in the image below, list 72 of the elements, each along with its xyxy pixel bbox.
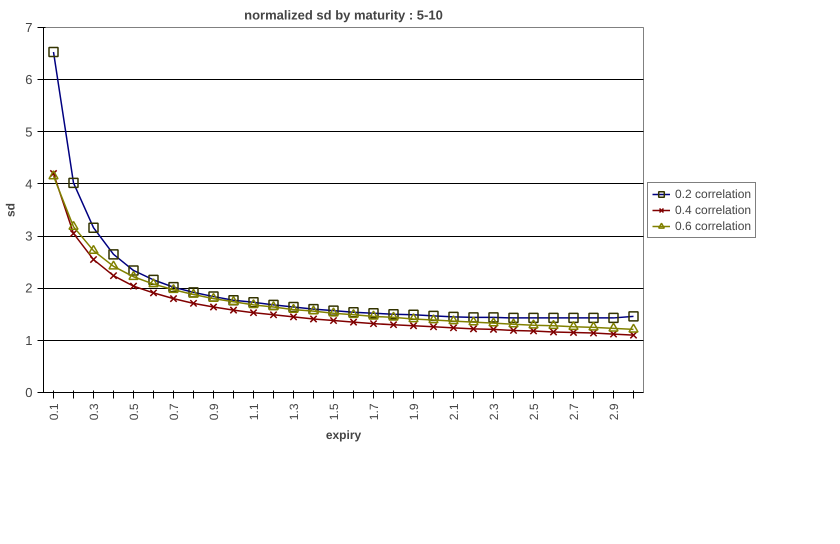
y-tick-label: 0 (25, 385, 33, 400)
point (330, 316, 338, 324)
point (470, 324, 478, 333)
point (210, 303, 218, 311)
point (450, 324, 458, 332)
point (290, 312, 298, 321)
point (610, 330, 618, 338)
point (110, 272, 118, 280)
x-tick-label: 2.9 (607, 403, 621, 420)
point (448, 315, 459, 324)
x-tick-label: 0.7 (167, 403, 181, 420)
point (68, 220, 79, 230)
x-tick-label: 2.7 (567, 403, 581, 420)
point (588, 321, 599, 331)
x-tick-label: 0.5 (127, 403, 141, 420)
point (350, 318, 358, 326)
y-tick-label: 5 (25, 124, 33, 140)
point (510, 326, 518, 334)
point (468, 316, 479, 326)
point (528, 319, 539, 329)
x-tick-label: 0.9 (207, 403, 221, 420)
chart-title: normalized sd by maturity : 5-10 (244, 8, 443, 22)
point (250, 308, 258, 317)
point (628, 323, 639, 333)
point (548, 320, 559, 330)
x-tick-label: 2.5 (527, 403, 541, 420)
legend-label: 0.4 correlation (675, 202, 752, 216)
y-axis-title: sd (3, 202, 18, 217)
point (370, 320, 378, 328)
point (88, 244, 99, 254)
point (568, 320, 579, 330)
y-tick-label: 6 (25, 72, 33, 88)
point (148, 278, 159, 288)
point (128, 270, 139, 280)
legend-label: 0.2 correlation (675, 186, 752, 200)
point (90, 256, 98, 264)
legend-label: 0.6 correlation (675, 218, 752, 232)
x-tick-label: 0.3 (87, 403, 101, 420)
point (608, 322, 619, 332)
point (170, 294, 178, 303)
x-tick-label: 1.1 (247, 403, 261, 420)
y-tick-label: 2 (25, 280, 33, 296)
point (508, 318, 519, 328)
x-tick-label: 0.1 (47, 403, 61, 420)
point (408, 313, 419, 322)
y-tick-label: 3 (25, 228, 33, 244)
point (270, 310, 278, 319)
point (70, 230, 78, 238)
point (130, 282, 138, 290)
point (428, 314, 439, 324)
x-tick-label: 1.5 (327, 403, 341, 420)
y-tick-label: 4 (25, 176, 33, 192)
x-tick-label: 1.3 (287, 403, 301, 420)
x-axis-title: expiry (326, 428, 362, 442)
y-tick-label: 7 (25, 20, 33, 35)
point (390, 320, 398, 329)
x-tick-label: 1.7 (367, 403, 381, 420)
point (108, 260, 119, 270)
point (310, 315, 318, 323)
point (190, 299, 198, 308)
point (550, 328, 558, 336)
y-tick-label: 1 (25, 332, 33, 348)
point (630, 331, 638, 340)
point (488, 317, 499, 326)
x-tick-label: 2.1 (447, 403, 461, 420)
x-tick-label: 2.3 (487, 403, 501, 420)
point (230, 306, 238, 314)
x-tick-label: 1.9 (407, 403, 421, 420)
point (150, 288, 158, 297)
point (410, 322, 418, 330)
point (530, 327, 538, 335)
point (430, 322, 438, 331)
